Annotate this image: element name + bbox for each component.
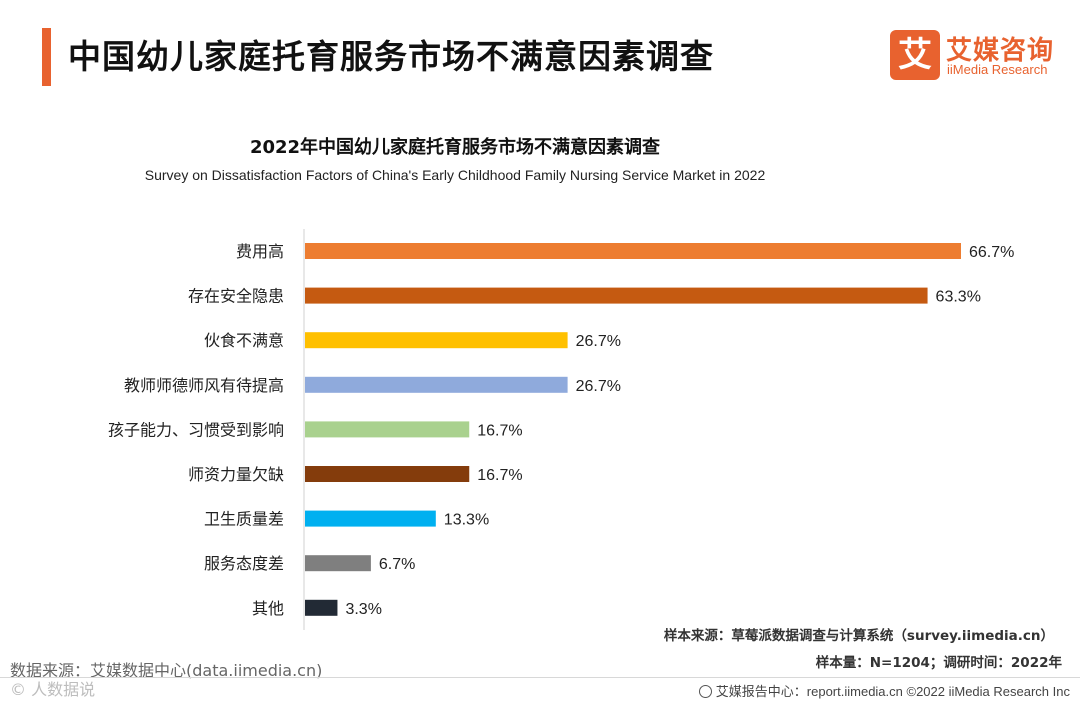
logo-name-cn: 艾媒咨询 (946, 36, 1055, 66)
title-accent-bar (42, 28, 51, 86)
data-label: 26.7% (576, 378, 621, 395)
bar (305, 332, 568, 349)
footer-report-center-text: 艾媒报告中心：report.iimedia.cn ©2022 iiMedia R… (715, 684, 1070, 699)
data-source: 数据来源：艾媒数据中心(data.iimedia.cn) (10, 661, 323, 680)
category-label: 费用高 (236, 242, 284, 261)
bar (305, 376, 568, 393)
watermark: © 人数据说 (10, 680, 96, 699)
chart-subtitle: Survey on Dissatisfaction Factors of Chi… (144, 167, 766, 183)
bar (305, 510, 436, 527)
category-label: 服务态度差 (204, 554, 284, 573)
sample-size-note: 样本量：N=1204；调研时间：2022年 (815, 655, 1062, 671)
data-label: 6.7% (379, 556, 415, 573)
bar (305, 287, 928, 304)
data-label: 66.7% (969, 244, 1014, 261)
category-label: 其他 (252, 599, 284, 618)
category-label: 存在安全隐患 (188, 287, 284, 306)
footer-divider (0, 677, 1080, 678)
data-label: 26.7% (576, 333, 621, 350)
data-label: 3.3% (345, 601, 381, 618)
bar (305, 466, 470, 482)
iimedia-logo: 艾 艾媒咨询 iiMedia Research (890, 30, 1070, 82)
category-label: 师资力量欠缺 (188, 465, 284, 484)
data-label: 63.3% (936, 289, 981, 306)
globe-icon (698, 685, 712, 698)
category-label: 卫生质量差 (204, 510, 284, 529)
page-title: 中国幼儿家庭托育服务市场不满意因素调查 (68, 37, 714, 76)
bar (305, 243, 961, 259)
category-label: 教师师德师风有待提高 (124, 376, 284, 395)
category-label: 孩子能力、习惯受到影响 (108, 420, 284, 439)
bar (305, 599, 338, 616)
bar (305, 555, 371, 572)
data-label: 16.7% (477, 422, 522, 439)
category-label: 伙食不满意 (204, 331, 284, 350)
logo-mark-icon: 艾 (890, 30, 940, 80)
bar (305, 421, 470, 438)
footer-report-center: 艾媒报告中心：report.iimedia.cn ©2022 iiMedia R… (698, 681, 1070, 700)
data-label: 16.7% (477, 467, 522, 484)
logo-name-en: iiMedia Research (947, 62, 1048, 77)
chart-title: 2022年中国幼儿家庭托育服务市场不满意因素调查 (249, 137, 661, 158)
data-label: 13.3% (444, 512, 489, 529)
sample-source-note: 样本来源：草莓派数据调查与计算系统（survey.iimedia.cn） (663, 628, 1054, 644)
